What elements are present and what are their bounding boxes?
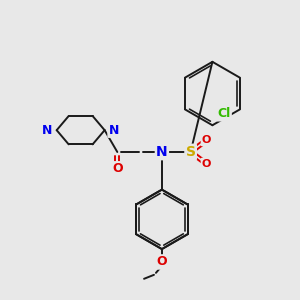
Text: S: S: [186, 145, 196, 159]
Text: O: O: [202, 135, 211, 145]
Text: N: N: [42, 124, 53, 137]
Text: N: N: [156, 145, 168, 159]
Text: O: O: [157, 256, 167, 268]
Text: O: O: [112, 162, 123, 175]
Text: O: O: [202, 159, 211, 169]
Text: N: N: [109, 124, 119, 137]
Text: Cl: Cl: [218, 107, 231, 120]
